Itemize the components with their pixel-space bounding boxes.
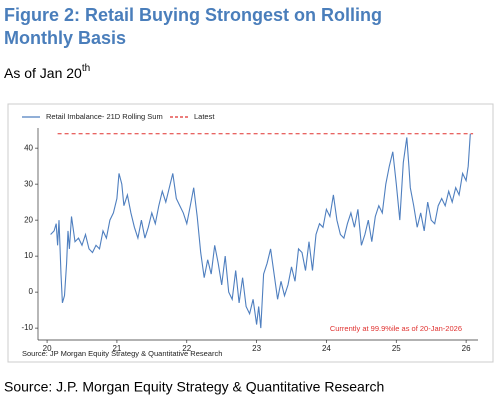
y-tick-label: -10 bbox=[21, 323, 33, 332]
x-tick-label: 20 bbox=[43, 344, 52, 353]
inner-source: Source: JP Morgan Equity Strategy & Quan… bbox=[22, 349, 222, 358]
title-line-2: Monthly Basis bbox=[4, 28, 126, 48]
annotation: Currently at 99.9%ile as of 20-Jan-2026 bbox=[330, 324, 462, 333]
x-tick-label: 26 bbox=[462, 344, 471, 353]
x-tick-label: 21 bbox=[112, 344, 121, 353]
y-tick-label: 10 bbox=[24, 251, 33, 260]
title-line-1: Figure 2: Retail Buying Strongest on Rol… bbox=[4, 5, 382, 25]
y-tick-label: 30 bbox=[24, 179, 33, 188]
x-tick-label: 25 bbox=[392, 344, 401, 353]
subtitle: As of Jan 20th bbox=[4, 63, 90, 81]
subtitle-sup: th bbox=[82, 63, 90, 74]
y-tick-label: 40 bbox=[24, 143, 33, 152]
data-line bbox=[50, 133, 471, 329]
x-tick-label: 24 bbox=[322, 344, 331, 353]
x-tick-label: 23 bbox=[252, 344, 261, 353]
y-tick-label: 0 bbox=[29, 287, 34, 296]
source: Source: J.P. Morgan Equity Strategy & Qu… bbox=[4, 379, 384, 395]
chart-frame bbox=[7, 103, 494, 363]
legend-label: Retail Imbalance- 21D Rolling Sum bbox=[46, 112, 163, 121]
x-tick-label: 22 bbox=[182, 344, 191, 353]
y-tick-label: 20 bbox=[24, 215, 33, 224]
legend-label: Latest bbox=[194, 112, 215, 121]
subtitle-text: As of Jan 20 bbox=[4, 65, 82, 81]
